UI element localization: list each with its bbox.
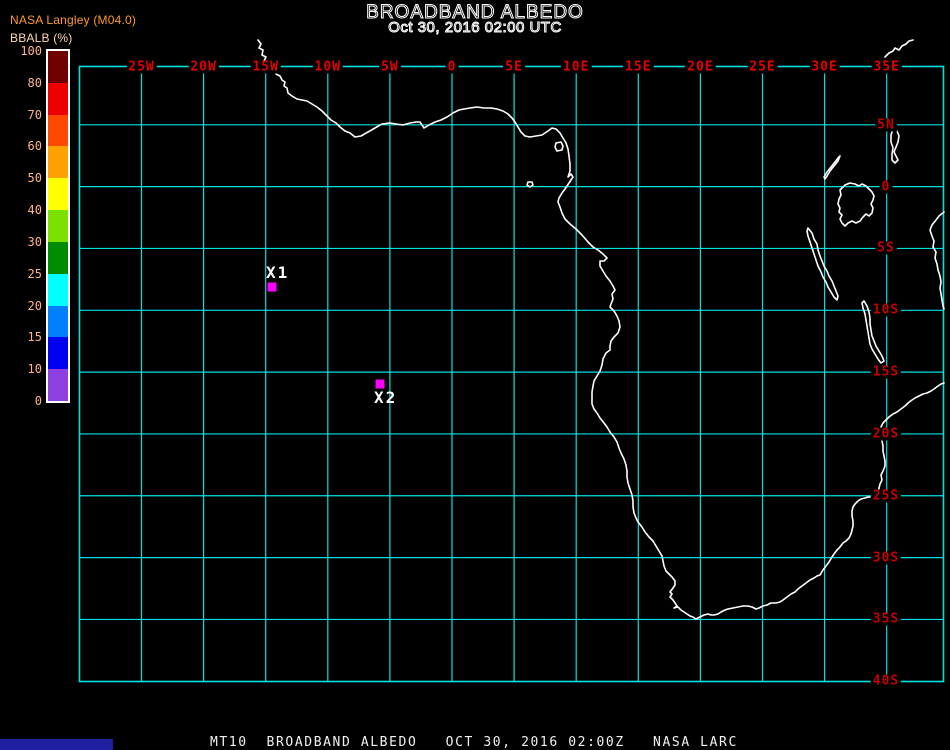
marker-point-X1[interactable] <box>267 282 277 292</box>
marker-label-X1: X1 <box>266 263 290 282</box>
colorbar-segment <box>48 178 68 211</box>
colorbar-segment <box>48 146 68 179</box>
lat-label-0: 0 <box>879 179 893 195</box>
colorbar-segment <box>48 210 68 242</box>
marker-label-X2: X2 <box>374 388 398 407</box>
marker-point-X2[interactable] <box>375 379 385 389</box>
lon-label-25E: 25E <box>747 59 778 74</box>
colorbar-segment <box>48 241 68 274</box>
colorbar-segment <box>48 337 68 370</box>
bioko-island <box>554 141 564 152</box>
lon-label-15E: 15E <box>623 59 654 74</box>
lon-label-20E: 20E <box>685 59 716 74</box>
lon-label-30E: 30E <box>809 59 840 74</box>
colorbar-tick: 25 <box>27 266 42 281</box>
albedo-colorbar <box>46 49 70 403</box>
colorbar-tick: 60 <box>27 139 42 154</box>
lat-label-30S: 30S <box>870 550 902 566</box>
lake-albert <box>823 155 841 180</box>
lat-label-15S: 15S <box>870 364 902 380</box>
colorbar-tick: 10 <box>27 362 42 377</box>
nasa-langley-label: NASA Langley (M04.0) <box>10 13 137 27</box>
colorbar-segment <box>48 369 68 401</box>
lat-label-5N: 5N <box>875 117 897 133</box>
colorbar-segment <box>48 305 68 338</box>
sao-tome-island <box>526 181 534 188</box>
colorbar-tick: 70 <box>27 107 42 122</box>
page-title: BROADBAND ALBEDO <box>366 2 584 24</box>
variable-units-label: BBALB (%) <box>10 31 73 45</box>
lon-label-35E: 35E <box>871 59 902 74</box>
map-area[interactable] <box>79 66 943 681</box>
bottom-blue-bar <box>0 739 113 750</box>
colorbar-tick: 40 <box>27 203 42 218</box>
lon-label-20W: 20W <box>188 59 219 74</box>
colorbar-tick: 80 <box>27 75 42 90</box>
lake-malawi <box>861 300 885 364</box>
lon-label-5E: 5E <box>503 59 525 74</box>
colorbar-segment <box>48 51 68 83</box>
colorbar-tick: 100 <box>20 44 42 58</box>
lon-label-0: 0 <box>445 59 459 74</box>
lat-label-25S: 25S <box>870 488 902 504</box>
lat-label-40S: 40S <box>870 673 902 689</box>
footer-caption: MT10 BROADBAND ALBEDO OCT 30, 2016 02:00… <box>210 735 738 750</box>
lon-label-10E: 10E <box>560 59 592 74</box>
lat-label-20S: 20S <box>870 426 902 442</box>
colorbar-tick: 50 <box>27 171 42 186</box>
colorbar-tick: 0 <box>34 394 42 409</box>
lon-label-10W: 10W <box>312 59 344 74</box>
colorbar-segment <box>48 82 68 115</box>
africa-mainland-coastline <box>257 39 945 620</box>
colorbar-segment <box>48 273 68 306</box>
lon-label-25W: 25W <box>126 59 157 74</box>
lat-label-10S: 10S <box>870 302 902 318</box>
lon-label-5W: 5W <box>379 59 401 74</box>
colorbar-segment <box>48 114 68 147</box>
colorbar-tick: 20 <box>27 298 42 313</box>
lat-label-5S: 5S <box>875 240 897 256</box>
lat-label-35S: 35S <box>870 611 902 627</box>
lake-victoria <box>837 182 875 227</box>
colorbar-tick: 30 <box>27 234 42 249</box>
page-subtitle: Oct 30, 2016 02:00 UTC <box>388 19 562 37</box>
east-africa-coastline <box>929 211 945 310</box>
lon-label-15W: 15W <box>250 59 281 74</box>
red-sea-coastline <box>884 39 914 58</box>
colorbar-tick: 15 <box>27 330 42 345</box>
lake-turkana <box>890 128 900 164</box>
lake-tanganyika <box>806 227 839 301</box>
